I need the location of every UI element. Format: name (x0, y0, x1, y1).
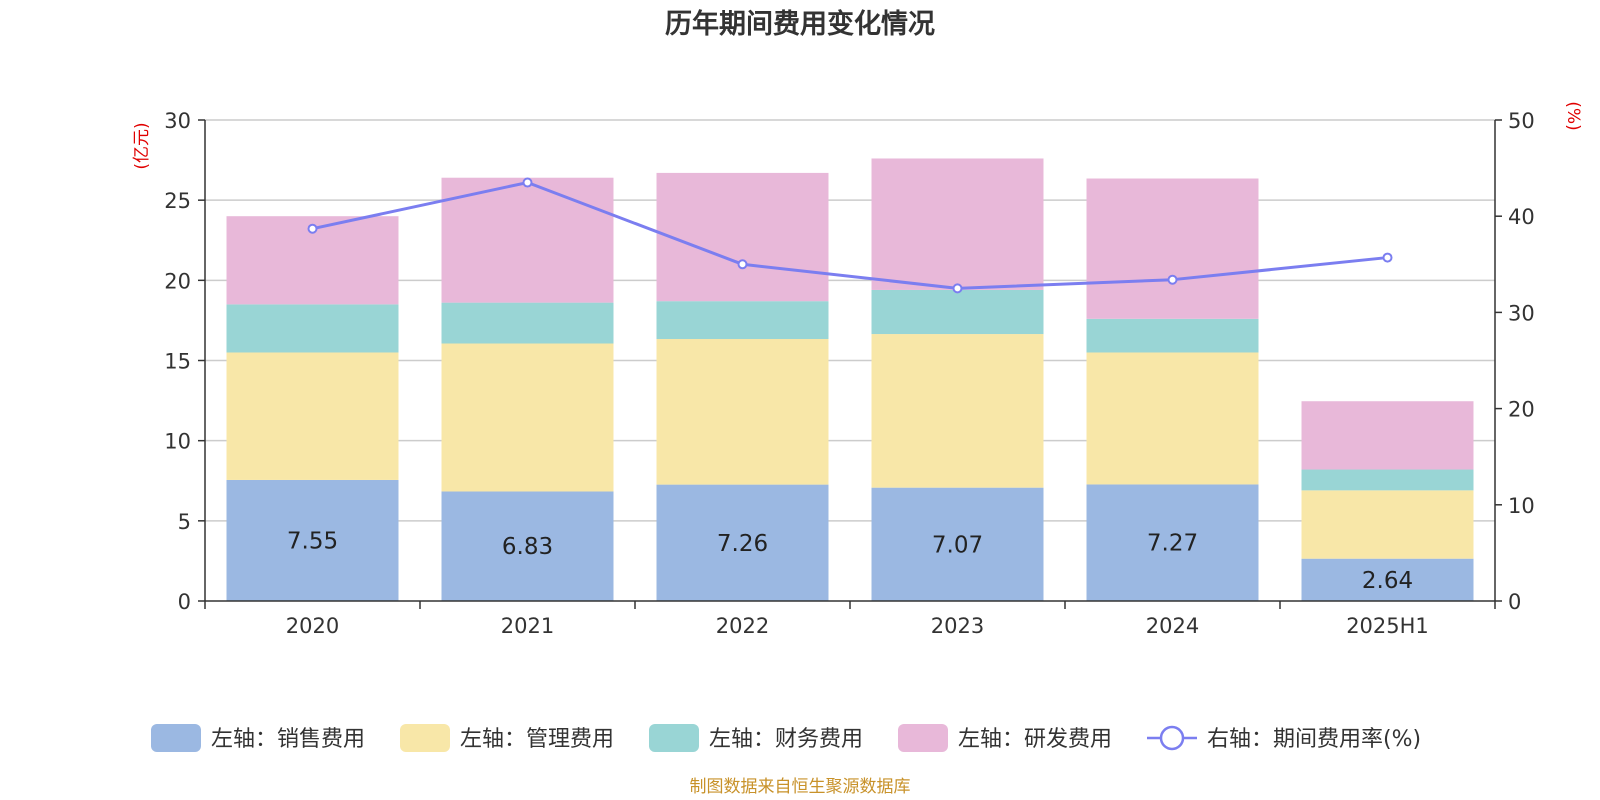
x-axis-tick-label: 2022 (716, 614, 769, 638)
bar-segment-s3 (1301, 401, 1474, 470)
bar-segment-s2 (1086, 318, 1259, 353)
left-axis-unit: (亿元) (132, 122, 152, 169)
bar-segment-s0 (441, 491, 614, 601)
right-axis-tick-label: 40 (1508, 205, 1535, 229)
rate-point (1167, 274, 1178, 285)
legend-swatch-3 (898, 724, 948, 752)
rate-point (737, 259, 748, 270)
bar-segment-s3 (1086, 178, 1259, 319)
rate-point (307, 223, 318, 234)
legend: 左轴：销售费用 左轴：管理费用 左轴：财务费用 左轴：研发费用 右轴：期间费用率(%) (151, 724, 1421, 752)
left-axis-tick-label: 15 (164, 350, 191, 374)
right-axis-unit: (%) (1563, 101, 1583, 130)
bar-data-label: 2.64 (1362, 568, 1413, 594)
bar-segment-s0 (226, 479, 399, 601)
x-axis-tick-label: 2020 (286, 614, 339, 638)
bar-data-label: 7.26 (717, 531, 768, 557)
left-axis-tick-label: 5 (178, 510, 191, 534)
legend-swatch-2 (649, 724, 699, 752)
right-axis-tick-label: 50 (1508, 109, 1535, 133)
right-axis-tick-label: 20 (1508, 398, 1535, 422)
bar-segment-s2 (656, 301, 829, 340)
right-axis-tick-label: 10 (1508, 494, 1535, 518)
rate-line (307, 177, 1393, 294)
bar-segment-s1 (441, 343, 614, 492)
legend-label-4: 右轴：期间费用率(%) (1207, 727, 1421, 752)
right-axis-tick-label: 30 (1508, 301, 1535, 325)
x-axis-tick-label: 2025H1 (1346, 614, 1429, 638)
right-axis-tick-label: 0 (1508, 590, 1521, 614)
bar-data-label: 6.83 (502, 534, 553, 560)
bar-segment-s2 (871, 289, 1044, 335)
bar-segment-s2 (226, 304, 399, 353)
legend-label-1: 左轴：管理费用 (460, 727, 614, 752)
bar-segment-s0 (871, 487, 1044, 601)
left-axis-tick-label: 20 (164, 269, 191, 293)
bar-segment-s1 (656, 339, 829, 485)
bar-segment-s0 (1301, 558, 1474, 601)
legend-marker (1159, 725, 1185, 751)
axes: 0 5 10 15 20 25 30 0 10 20 30 40 50 2020 2021 2022 2023 2… (164, 109, 1534, 638)
bar-segment-s3 (441, 177, 614, 303)
x-axis-tick-label: 2024 (1146, 614, 1199, 638)
rate-point (522, 177, 533, 188)
bar-segment-s1 (226, 352, 399, 480)
left-axis-tick-label: 25 (164, 189, 191, 213)
bar-segment-s2 (1301, 469, 1474, 491)
x-axis-tick-label: 2021 (501, 614, 554, 638)
rate-point (952, 283, 963, 294)
left-axis-tick-label: 0 (178, 590, 191, 614)
source-note: 制图数据来自恒生聚源数据库 (690, 777, 911, 797)
legend-label-3: 左轴：研发费用 (958, 727, 1112, 752)
chart-title: 历年期间费用变化情况 (665, 8, 935, 40)
left-axis-tick-label: 10 (164, 430, 191, 454)
bar-segment-s1 (871, 334, 1044, 488)
legend-swatch-0 (151, 724, 201, 752)
bar-segment-s0 (1086, 484, 1259, 601)
bar-segment-s1 (1301, 490, 1474, 559)
rate-series-line (312, 181, 1388, 290)
bar-segment-s3 (871, 158, 1044, 290)
rate-point (1382, 252, 1393, 263)
bar-segment-s3 (656, 172, 829, 302)
bar-segment-s0 (656, 484, 829, 601)
bar-segment-s1 (1086, 352, 1259, 485)
bars: 7.55 6.83 7.26 7.07 7.27 2.64 (226, 158, 1474, 601)
gridlines (205, 119, 1495, 522)
legend-swatch-1 (400, 724, 450, 752)
legend-label-0: 左轴：销售费用 (211, 727, 365, 752)
bar-data-label: 7.55 (287, 528, 338, 554)
legend-label-2: 左轴：财务费用 (709, 727, 863, 752)
bar-segment-s2 (441, 302, 614, 344)
bar-data-label: 7.07 (932, 532, 983, 558)
x-axis-tick-label: 2023 (931, 614, 984, 638)
bar-data-label: 7.27 (1147, 531, 1198, 557)
left-axis-tick-label: 30 (164, 109, 191, 133)
